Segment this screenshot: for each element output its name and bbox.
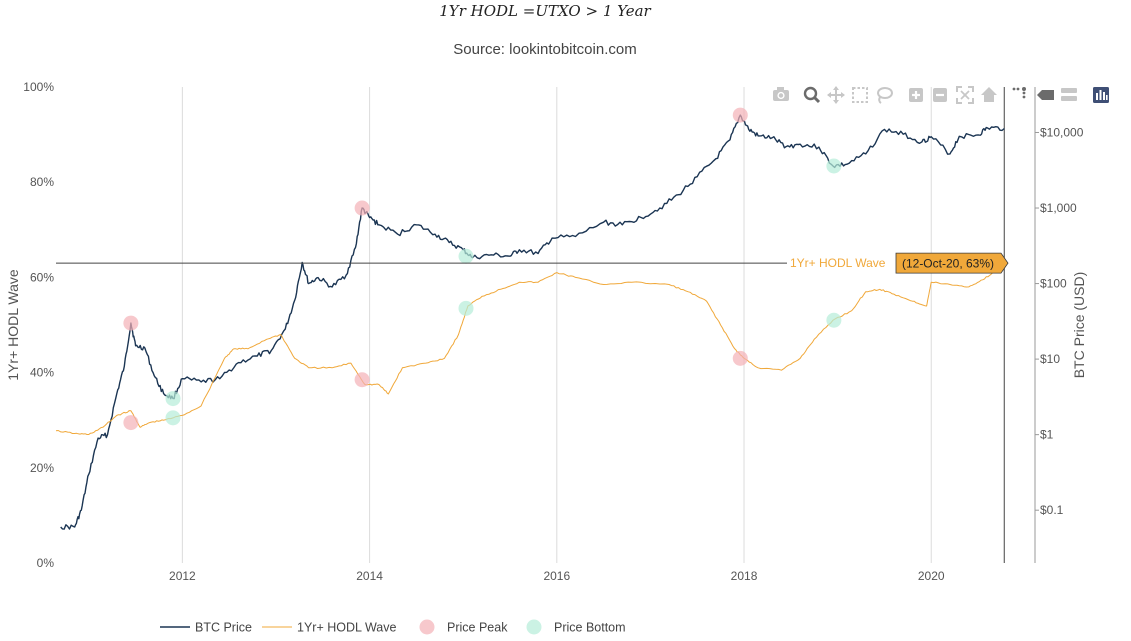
legend-marker-swatch xyxy=(526,619,542,635)
hover-tooltip-box xyxy=(895,252,1009,274)
legend-label: Price Peak xyxy=(447,621,508,635)
y-axis-right-title: BTC Price (USD) xyxy=(1071,272,1087,379)
hover-series-label: 1Yr+ HODL Wave xyxy=(790,256,886,270)
hodl-wave-line[interactable] xyxy=(55,262,1005,435)
x-tick-label: 2018 xyxy=(731,569,758,583)
box-select-icon[interactable] xyxy=(852,87,868,103)
y-left-tick-label: 0% xyxy=(37,556,55,570)
y-right-tick-label: $100 xyxy=(1040,277,1067,291)
price-peak-marker[interactable] xyxy=(732,107,748,123)
y-left-tick-label: 80% xyxy=(30,175,54,189)
price-peak-marker[interactable] xyxy=(732,350,748,366)
axes: 2012 2014 2016 2018 2020 0% 20% 40% 60% 80% 100% $0… xyxy=(23,80,1083,583)
spike-lines-icon[interactable] xyxy=(1012,87,1026,99)
x-tick-label: 2016 xyxy=(543,569,570,583)
modebar[interactable] xyxy=(773,86,1109,104)
y-left-tick-label: 60% xyxy=(30,270,54,284)
y-axis-left-title: 1Yr+ HODL Wave xyxy=(5,269,21,381)
y-right-tick-label: $0.1 xyxy=(1040,503,1064,517)
camera-icon[interactable] xyxy=(773,87,789,101)
y-right-tick-label: $10,000 xyxy=(1040,125,1084,139)
price-peak-marker[interactable] xyxy=(354,372,370,388)
chart-subtitle: Source: lookintobitcoin.com xyxy=(453,41,636,58)
x-tick-label: 2012 xyxy=(169,569,196,583)
plotly-logo-icon[interactable] xyxy=(1093,87,1109,103)
zoom-icon[interactable] xyxy=(803,86,821,104)
btc-price-line[interactable] xyxy=(60,114,1005,530)
x-tick-label: 2020 xyxy=(918,569,945,583)
price-peak-marker[interactable] xyxy=(123,415,139,431)
price-peak-marker[interactable] xyxy=(123,315,139,331)
legend[interactable]: BTC Price 1Yr+ HODL Wave Price Peak Price B… xyxy=(160,619,626,635)
legend-item[interactable]: 1Yr+ HODL Wave xyxy=(262,621,396,635)
autoscale-icon[interactable] xyxy=(956,86,974,104)
hover-compare-icon[interactable] xyxy=(1061,88,1077,101)
legend-item[interactable]: Price Peak xyxy=(419,619,509,635)
event-markers xyxy=(123,107,842,431)
price-bottom-marker[interactable] xyxy=(826,158,842,174)
gridlines xyxy=(181,87,1005,563)
price-bottom-marker[interactable] xyxy=(165,410,181,426)
y-right-tick-label: $10 xyxy=(1040,352,1060,366)
chart-title: 1Yr HODL =UTXO > 1 Year xyxy=(439,2,651,20)
zoom-out-icon[interactable] xyxy=(933,88,947,102)
zoom-in-icon[interactable] xyxy=(909,88,923,102)
pan-icon[interactable] xyxy=(827,86,845,104)
y-right-tick-label: $1 xyxy=(1040,428,1054,442)
legend-label: Price Bottom xyxy=(554,621,626,635)
y-left-tick-label: 20% xyxy=(30,461,54,475)
price-bottom-marker[interactable] xyxy=(458,300,474,316)
hover-layer: 1Yr+ HODL Wave (12-Oct-20, 63%) xyxy=(56,252,1009,274)
lasso-select-icon[interactable] xyxy=(877,87,893,104)
hover-closest-icon[interactable] xyxy=(1037,90,1054,100)
legend-marker-swatch xyxy=(419,619,435,635)
reset-axes-icon[interactable] xyxy=(981,87,997,102)
price-bottom-marker[interactable] xyxy=(826,312,842,328)
x-tick-label: 2014 xyxy=(356,569,383,583)
y-left-tick-label: 100% xyxy=(23,80,54,94)
plot-area[interactable] xyxy=(55,114,1005,530)
legend-label: 1Yr+ HODL Wave xyxy=(297,621,396,635)
legend-item[interactable]: BTC Price xyxy=(160,621,252,635)
y-right-tick-label: $1,000 xyxy=(1040,201,1077,215)
legend-label: BTC Price xyxy=(195,621,252,635)
price-bottom-marker[interactable] xyxy=(458,248,474,264)
hover-tooltip-text: (12-Oct-20, 63%) xyxy=(902,257,994,271)
y-left-tick-label: 40% xyxy=(30,366,54,380)
price-bottom-marker[interactable] xyxy=(165,391,181,407)
legend-item[interactable]: Price Bottom xyxy=(526,619,626,635)
price-peak-marker[interactable] xyxy=(354,200,370,216)
